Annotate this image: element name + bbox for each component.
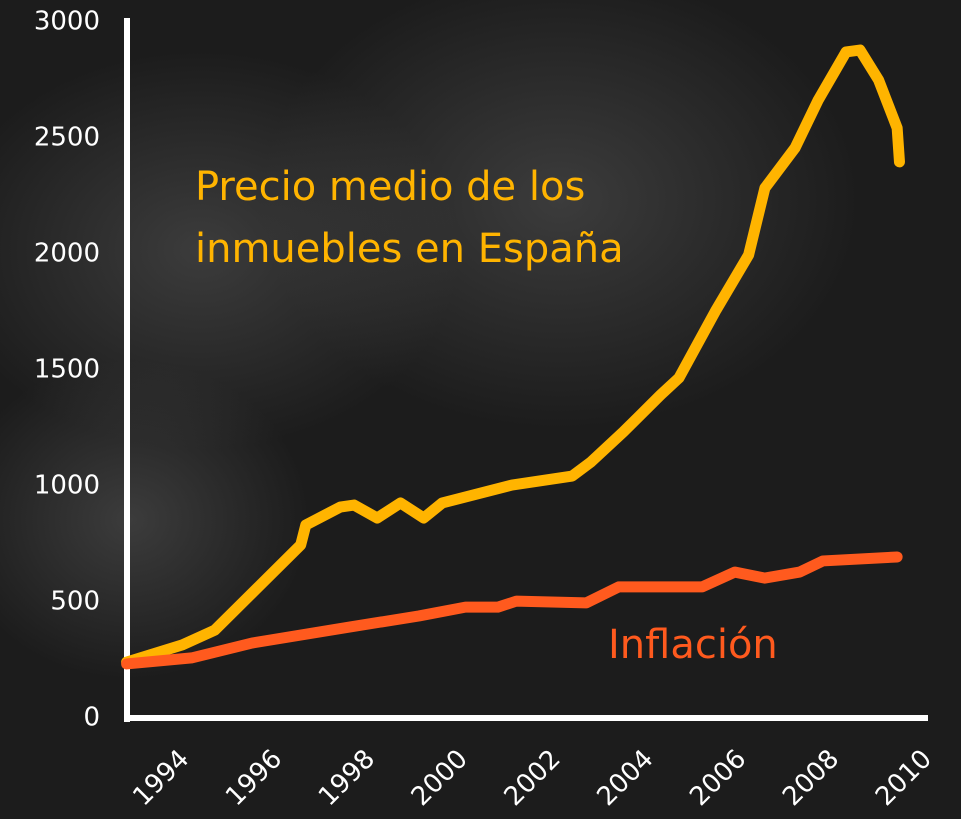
series-label: Precio medio de los inmuebles en España — [195, 156, 675, 280]
y-tick-label: 2000 — [34, 239, 100, 269]
page: 0 500 1000 1500 2000 2500 3000 1994 1996 1998 2000… — [0, 0, 961, 819]
series-label: Inflación — [608, 614, 868, 676]
x-tick-label: 2008 — [777, 744, 845, 812]
x-tick-label: 1996 — [220, 744, 288, 812]
y-tick-label: 3000 — [34, 7, 100, 37]
y-tick-label: 500 — [50, 587, 100, 617]
y-tick-label: 2500 — [34, 123, 100, 153]
y-tick-label: 0 — [83, 703, 100, 733]
x-tick-label: 2006 — [684, 744, 752, 812]
y-tick-label: 1000 — [34, 471, 100, 501]
x-tick-label: 2002 — [499, 744, 567, 812]
x-tick-label: 1994 — [127, 744, 195, 812]
x-tick-label: 2004 — [591, 744, 659, 812]
y-tick-label: 1500 — [34, 355, 100, 385]
x-tick-label: 2000 — [406, 744, 474, 812]
x-tick-label: 2010 — [870, 744, 938, 812]
chart: 0 500 1000 1500 2000 2500 3000 1994 1996 1998 2000… — [0, 0, 961, 819]
x-tick-label: 1998 — [313, 744, 381, 812]
